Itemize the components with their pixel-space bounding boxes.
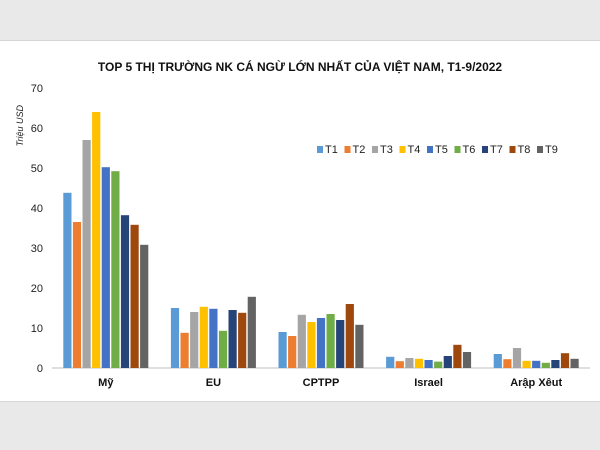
bar <box>462 352 472 368</box>
bar <box>111 171 120 368</box>
legend-swatch <box>482 146 488 153</box>
bar <box>238 312 247 368</box>
bars-group <box>63 112 579 368</box>
bar <box>170 308 180 368</box>
bar <box>512 348 522 368</box>
bar <box>72 222 82 368</box>
legend-swatch <box>427 146 433 153</box>
legend-label: T9 <box>545 144 558 156</box>
bar <box>522 360 531 368</box>
chart-svg: TOP 5 THỊ TRƯỜNG NK CÁ NGỪ LỚN NHẤT CỦA … <box>15 59 590 389</box>
legend-swatch <box>537 146 543 153</box>
bar <box>190 312 199 368</box>
legend-label: T7 <box>490 144 503 156</box>
bar <box>541 362 550 368</box>
bar <box>551 360 560 368</box>
legend-label: T1 <box>325 144 338 156</box>
y-tick-label: 60 <box>31 123 43 135</box>
x-category-label: Arập Xêut <box>510 377 562 389</box>
x-category-label: CPTPP <box>303 377 340 389</box>
bar <box>443 356 452 368</box>
x-axis-labels: Mỹ EU CPTPP Israel Arập Xêut <box>98 377 562 389</box>
chart-card: TOP 5 THỊ TRƯỜNG NK CÁ NGỪ LỚN NHẤT CỦA … <box>0 40 600 402</box>
y-axis-label: Triệu USD <box>15 105 25 147</box>
legend: T1 T2 T3 T4 T5 T6 T7 T8 T9 <box>317 144 558 156</box>
legend-label: T2 <box>353 144 366 156</box>
bar <box>101 167 110 368</box>
bar <box>453 344 462 368</box>
y-tick-label: 50 <box>31 163 43 175</box>
bar <box>120 215 130 368</box>
x-category-label: Israel <box>414 377 443 389</box>
y-tick-label: 30 <box>31 243 43 255</box>
legend-label: T3 <box>380 144 393 156</box>
bar <box>199 306 208 368</box>
bar <box>180 332 189 368</box>
bar <box>278 332 287 368</box>
bar <box>434 361 443 368</box>
bar <box>345 304 354 368</box>
bar <box>405 358 414 368</box>
bar <box>560 353 570 368</box>
bar <box>424 360 433 368</box>
bar <box>326 314 335 368</box>
chart-title: TOP 5 THỊ TRƯỜNG NK CÁ NGỪ LỚN NHẤT CỦA … <box>98 59 503 74</box>
bar <box>247 296 256 368</box>
bar <box>82 140 91 368</box>
bar <box>228 310 237 368</box>
bar <box>503 359 512 368</box>
bar <box>386 356 395 368</box>
bar <box>307 322 316 368</box>
legend-swatch <box>372 146 378 153</box>
bar <box>140 244 149 368</box>
bar <box>218 330 228 368</box>
bar <box>288 336 297 368</box>
legend-swatch <box>454 146 461 153</box>
legend-swatch <box>344 146 351 153</box>
bar <box>297 314 306 368</box>
bar <box>316 318 326 368</box>
y-axis-ticks: 0 10 20 30 40 50 60 70 <box>31 83 43 375</box>
legend-swatch <box>399 146 406 153</box>
bar <box>395 361 404 368</box>
legend-label: T8 <box>518 144 531 156</box>
legend-swatch <box>317 146 323 153</box>
x-category-label: EU <box>206 377 221 389</box>
bar <box>130 224 139 368</box>
x-category-label: Mỹ <box>98 377 114 389</box>
bar <box>92 112 101 368</box>
y-tick-label: 10 <box>31 323 43 335</box>
legend-label: T6 <box>463 144 476 156</box>
legend-swatch <box>509 146 516 153</box>
bar <box>570 358 579 368</box>
y-tick-label: 0 <box>37 363 43 375</box>
y-tick-label: 70 <box>31 83 43 95</box>
bar <box>355 324 364 368</box>
y-tick-label: 20 <box>31 283 43 295</box>
bar <box>532 360 541 368</box>
bar <box>63 192 72 368</box>
bar <box>493 354 502 368</box>
bar <box>414 358 424 368</box>
legend-label: T5 <box>435 144 448 156</box>
bar <box>209 308 218 368</box>
legend-label: T4 <box>408 144 421 156</box>
bar <box>336 320 345 368</box>
y-tick-label: 40 <box>31 203 43 215</box>
